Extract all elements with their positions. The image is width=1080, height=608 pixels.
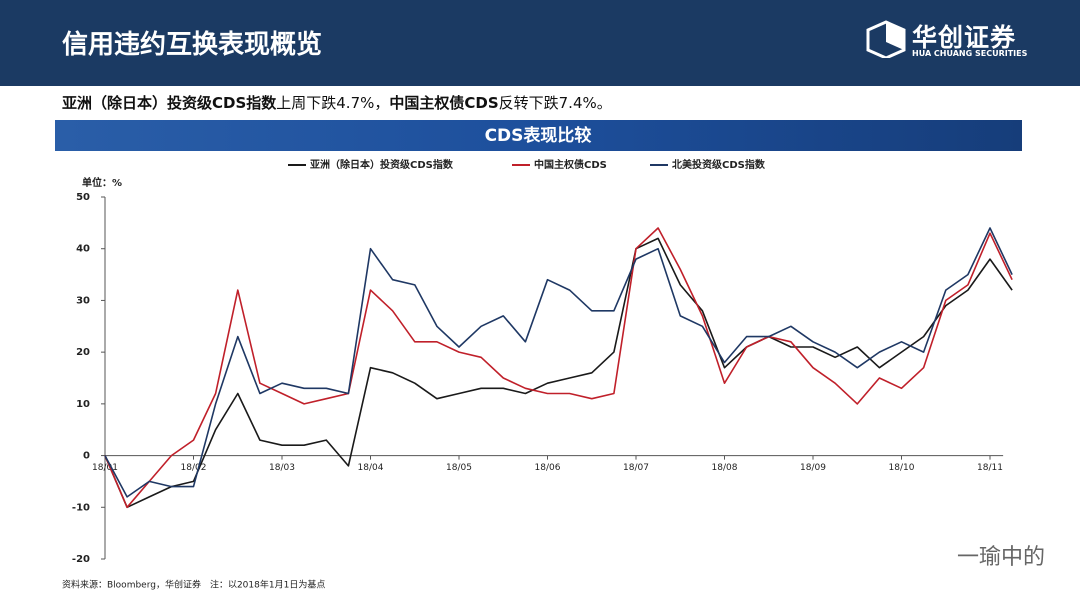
x-tick-label: 18/11 (977, 463, 1003, 473)
logo-sub: HUA CHUANG SECURITIES (912, 49, 1028, 58)
y-tick-label: 10 (76, 399, 90, 410)
legend-label: 北美投资级CDS指数 (672, 158, 766, 171)
chart-title: CDS表现比较 (485, 125, 592, 146)
header-bar: 信用违约互换表现概览 华创证券 HUA CHUANG SECURITIES (0, 0, 1080, 86)
y-tick-label: 0 (83, 451, 90, 462)
x-tick-label: 18/09 (800, 463, 826, 473)
series-line (104, 227, 1013, 509)
header-title: 信用违约互换表现概览 (62, 30, 323, 60)
y-tick-label: 20 (76, 347, 90, 358)
logo-name: 华创证券 (912, 23, 1017, 52)
summary-part: 亚洲（除日本）投资级CDS指数 (62, 94, 277, 112)
unit-label: 单位：% (82, 176, 122, 189)
x-tick-label: 18/04 (358, 463, 384, 473)
summary-part: 上周下跌4.7%， (276, 94, 390, 112)
summary-part: 反转下跌7.4%。 (498, 94, 612, 112)
legend-label: 亚洲（除日本）投资级CDS指数 (310, 158, 454, 171)
source-note: 资料来源：Bloomberg，华创证券 注：以2018年1月1日为基点 (62, 579, 325, 591)
summary: 亚洲（除日本）投资级CDS指数上周下跌4.7%，中国主权债CDS反转下跌7.4%… (62, 92, 612, 113)
title-bar (55, 120, 1022, 151)
x-tick-label: 18/07 (623, 463, 649, 473)
y-tick-label: 30 (76, 295, 90, 306)
summary-part: 中国主权债CDS (389, 94, 499, 112)
x-tick-label: 18/10 (889, 463, 915, 473)
legend-label: 中国主权债CDS (534, 158, 607, 171)
watermark: 一瑜中的 (957, 545, 1045, 570)
x-tick-label: 18/01 (92, 463, 118, 473)
y-tick-label: 40 (76, 244, 90, 255)
y-tick-label: -20 (72, 554, 90, 565)
y-tick-label: 50 (76, 192, 90, 203)
series-line (104, 227, 1013, 498)
x-tick-label: 18/03 (269, 463, 295, 473)
logo-icon (866, 20, 906, 58)
x-tick-label: 18/08 (712, 463, 738, 473)
x-tick-label: 18/06 (535, 463, 561, 473)
series-line (104, 237, 1013, 509)
y-tick-label: -10 (72, 502, 90, 513)
x-tick-label: 18/05 (446, 463, 472, 473)
x-tick-label: 18/02 (181, 463, 207, 473)
